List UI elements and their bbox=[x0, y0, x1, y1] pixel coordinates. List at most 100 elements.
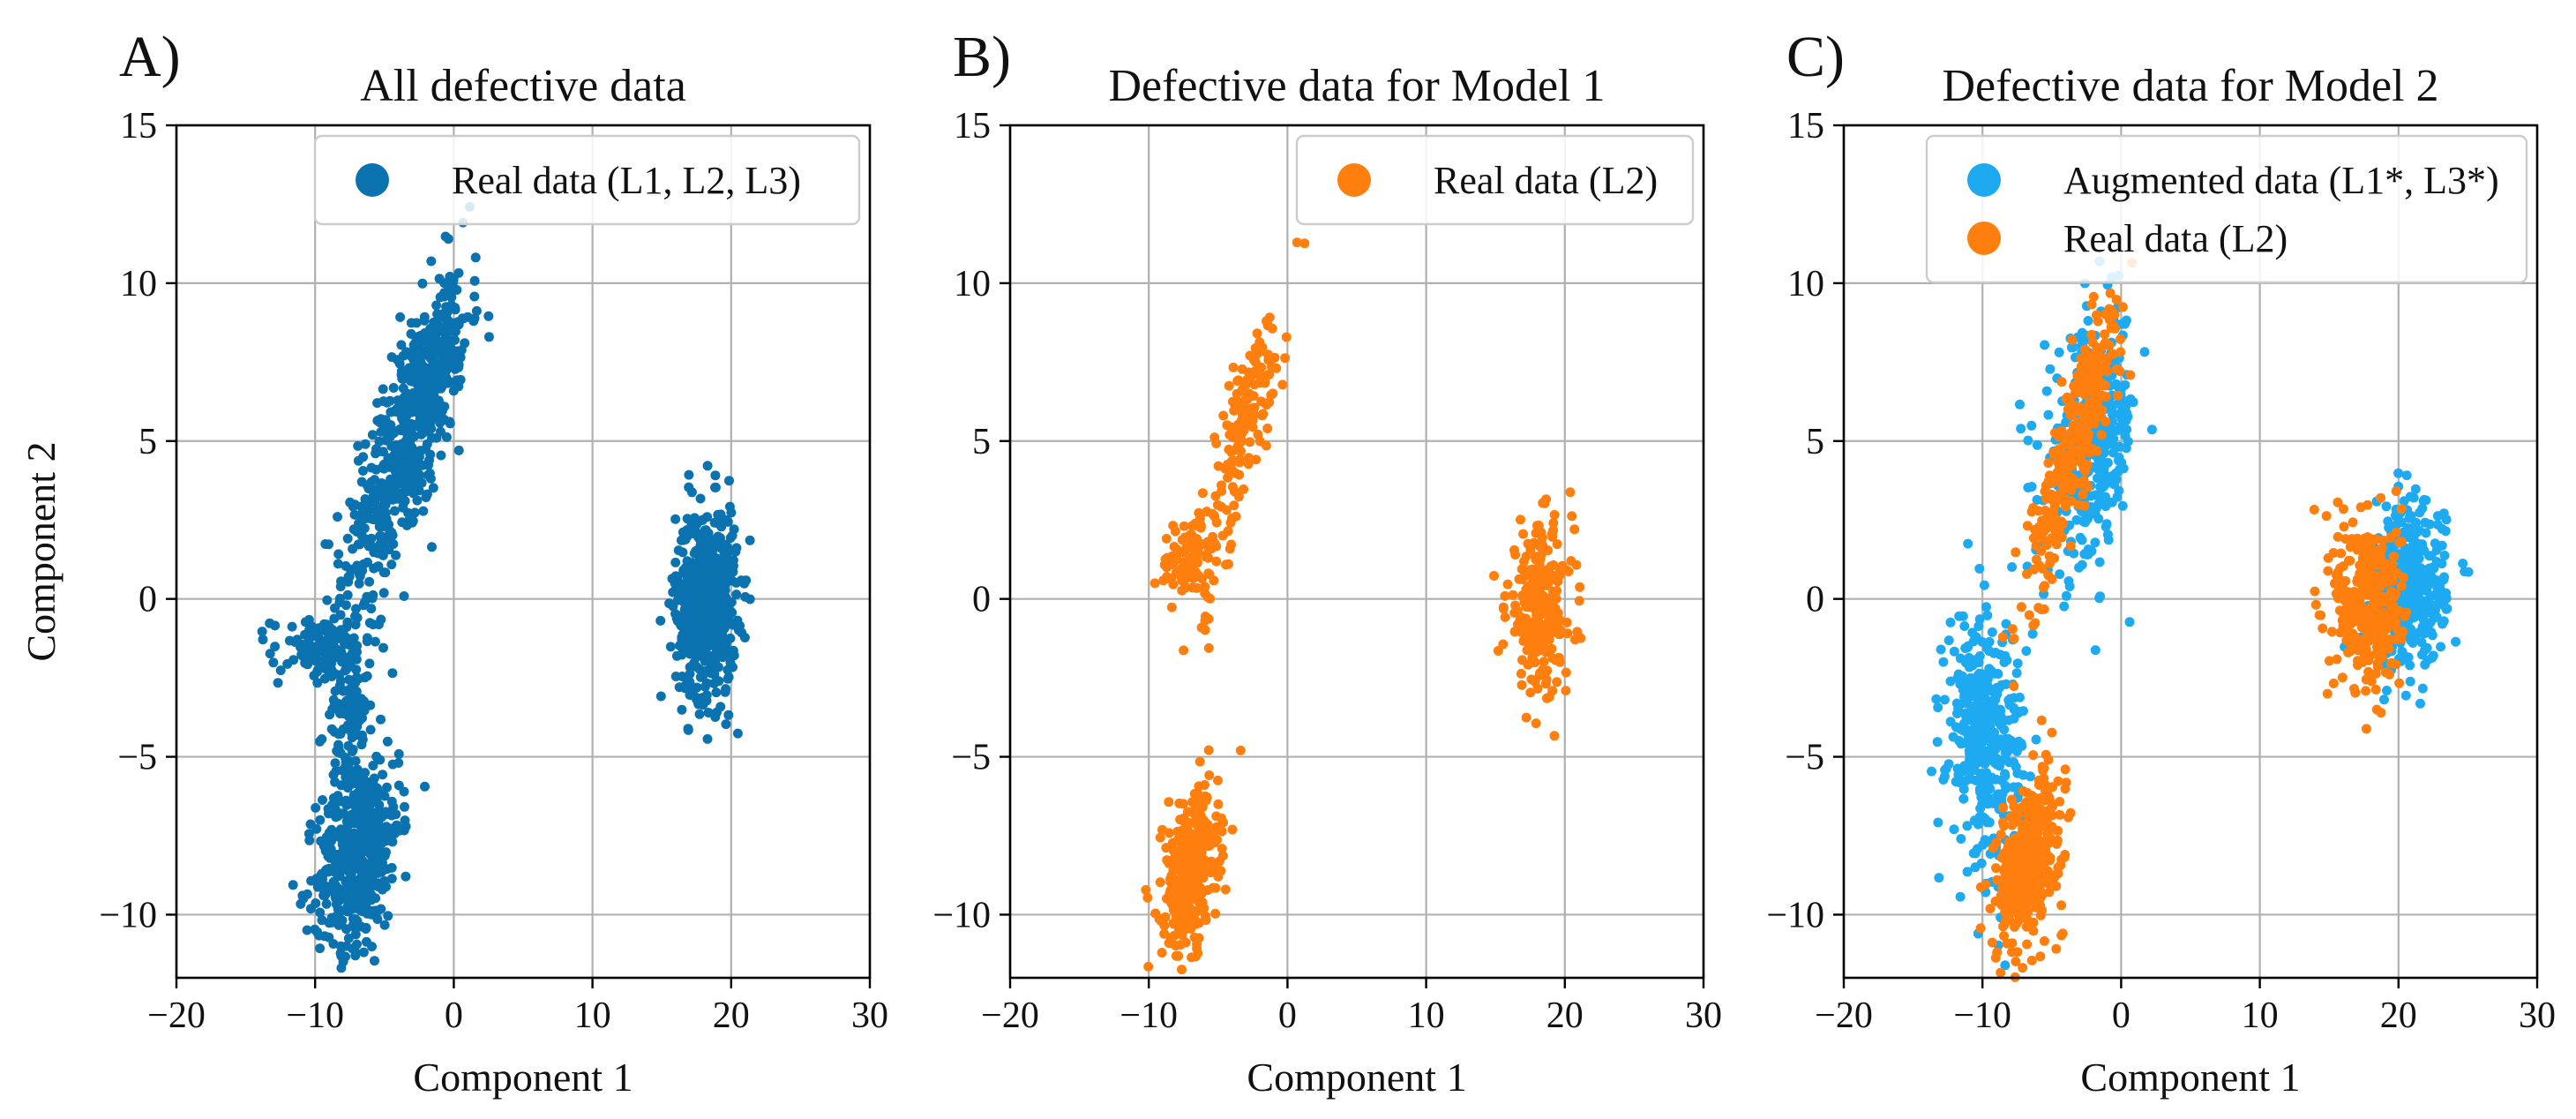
data-point bbox=[1251, 454, 1262, 465]
data-point bbox=[1208, 882, 1218, 893]
data-point bbox=[357, 730, 367, 740]
data-point bbox=[1194, 756, 1205, 767]
data-point bbox=[419, 312, 430, 322]
data-point bbox=[2054, 347, 2064, 357]
data-point bbox=[1212, 499, 1223, 510]
data-point bbox=[724, 557, 735, 567]
data-point bbox=[691, 545, 701, 556]
legend: Real data (L2) bbox=[1295, 134, 1695, 226]
data-point bbox=[332, 911, 342, 921]
data-point bbox=[412, 379, 423, 390]
data-point bbox=[469, 291, 480, 302]
data-point bbox=[1519, 556, 1529, 567]
data-point bbox=[2394, 678, 2405, 688]
data-point bbox=[367, 593, 378, 604]
data-point bbox=[2057, 928, 2068, 939]
data-point bbox=[381, 847, 391, 858]
data-point bbox=[1203, 745, 1214, 755]
data-point bbox=[684, 482, 694, 492]
data-point bbox=[737, 627, 747, 638]
data-point bbox=[2007, 562, 2018, 572]
data-point bbox=[2018, 706, 2028, 717]
data-point bbox=[1277, 379, 1288, 390]
data-point bbox=[367, 831, 378, 842]
data-point bbox=[1979, 728, 1989, 739]
data-point bbox=[1932, 737, 1943, 747]
data-point bbox=[1489, 571, 1499, 581]
data-point bbox=[2008, 849, 2018, 860]
data-point bbox=[1959, 621, 1970, 631]
data-point bbox=[1567, 511, 1577, 522]
data-point bbox=[343, 687, 354, 697]
data-point bbox=[1966, 712, 1977, 723]
data-point bbox=[2026, 420, 2037, 431]
data-point bbox=[2038, 582, 2048, 593]
data-point bbox=[326, 852, 336, 863]
data-point bbox=[483, 311, 494, 321]
data-point bbox=[1493, 646, 1503, 656]
data-point bbox=[400, 801, 409, 812]
data-point bbox=[323, 665, 333, 675]
data-point bbox=[2047, 727, 2057, 738]
data-point bbox=[2031, 734, 2041, 745]
data-point bbox=[1170, 526, 1180, 537]
data-point bbox=[434, 312, 445, 322]
data-point bbox=[353, 890, 363, 900]
data-point bbox=[2380, 667, 2391, 678]
data-point bbox=[2339, 504, 2348, 514]
data-point bbox=[677, 618, 687, 628]
data-point bbox=[1180, 532, 1190, 543]
data-point bbox=[2076, 434, 2086, 444]
data-point bbox=[1239, 425, 1249, 435]
data-point bbox=[1939, 695, 1950, 705]
data-point bbox=[1164, 797, 1174, 807]
data-point bbox=[1237, 364, 1247, 374]
data-point bbox=[432, 327, 443, 337]
data-point bbox=[2021, 646, 2032, 657]
data-point bbox=[2023, 435, 2033, 446]
data-point bbox=[2009, 801, 2019, 812]
data-point bbox=[370, 475, 380, 485]
data-point bbox=[2009, 713, 2019, 724]
data-point bbox=[398, 498, 408, 508]
data-point bbox=[1575, 582, 1585, 592]
data-point bbox=[2408, 561, 2419, 572]
data-point bbox=[2408, 638, 2418, 648]
data-point bbox=[2072, 371, 2083, 381]
data-point bbox=[364, 658, 375, 669]
data-point bbox=[398, 374, 408, 385]
data-point bbox=[1193, 948, 1203, 958]
data-point bbox=[1523, 593, 1533, 604]
data-point bbox=[2093, 411, 2104, 422]
data-point bbox=[2011, 875, 2021, 885]
data-point bbox=[2010, 833, 2020, 844]
data-point bbox=[2427, 563, 2437, 574]
data-point bbox=[393, 748, 404, 759]
data-point bbox=[2059, 852, 2070, 862]
data-point bbox=[2041, 749, 2051, 760]
data-point bbox=[720, 616, 730, 627]
data-point bbox=[703, 641, 714, 651]
data-point bbox=[2124, 617, 2135, 627]
data-point bbox=[282, 658, 293, 669]
data-point bbox=[2405, 660, 2415, 671]
data-point bbox=[1500, 612, 1510, 622]
data-point bbox=[2036, 837, 2047, 847]
data-point bbox=[2392, 512, 2402, 522]
data-point bbox=[373, 882, 383, 891]
data-point bbox=[2021, 860, 2032, 870]
data-point bbox=[1521, 712, 1531, 723]
data-point bbox=[1203, 642, 1214, 653]
data-point bbox=[346, 564, 356, 575]
data-point bbox=[366, 777, 377, 787]
data-point bbox=[710, 482, 721, 492]
data-point bbox=[2002, 655, 2012, 665]
data-point bbox=[296, 642, 305, 652]
data-point bbox=[469, 275, 480, 286]
data-point bbox=[1975, 923, 1986, 934]
data-point bbox=[1538, 605, 1547, 615]
data-point bbox=[268, 657, 279, 668]
data-point bbox=[1544, 629, 1554, 640]
data-point bbox=[468, 316, 479, 327]
